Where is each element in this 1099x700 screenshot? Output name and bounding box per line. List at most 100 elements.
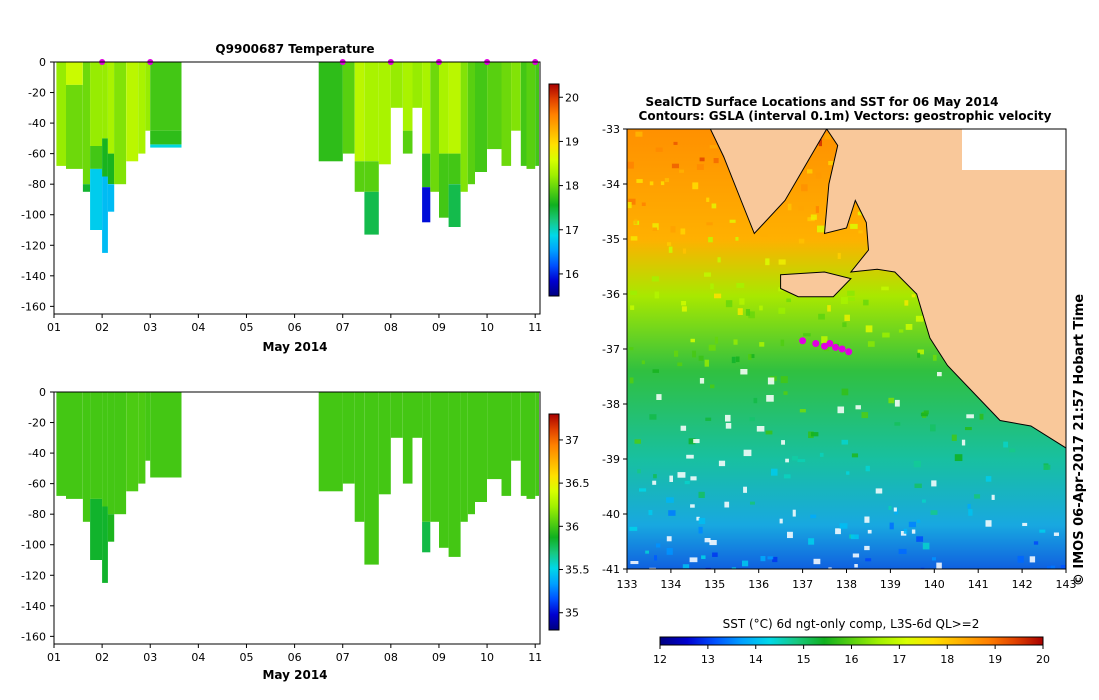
sst-pixel — [867, 341, 875, 347]
x-tick-label: 11 — [528, 321, 542, 334]
profile-cell — [467, 62, 475, 185]
sst-pixel — [699, 157, 705, 162]
x-tick-label: 06 — [288, 321, 302, 334]
sst-pixel — [786, 298, 792, 303]
profile-cell — [535, 62, 539, 166]
map-title-line1: SealCTD Surface Locations and SST for 06… — [645, 95, 998, 109]
sst-pixel — [922, 542, 930, 550]
y-tick-label: -40 — [28, 447, 46, 460]
sst-pixel — [1060, 565, 1066, 569]
x-tick-label: 07 — [336, 321, 350, 334]
sst-pixel — [682, 248, 687, 254]
sst-pixel — [864, 516, 870, 523]
x-tick-label: 03 — [143, 651, 157, 664]
profile-cell — [56, 62, 66, 166]
sst-pixel — [686, 454, 694, 459]
y-tick-label: -140 — [21, 600, 46, 613]
sst-pixel — [664, 178, 670, 183]
salinity-panel: 0 -20 -40 -60 -80 -100 -120 -140 -160 01 02 03 04 05… — [21, 386, 589, 682]
lon-tick-label: 133 — [617, 578, 638, 591]
sst-pixel — [737, 308, 743, 316]
sst-pixel — [756, 426, 765, 432]
sst-pixel — [709, 145, 718, 149]
x-tick-label: 09 — [432, 651, 446, 664]
sst-pixel — [932, 557, 936, 561]
y-tick-label: -20 — [28, 417, 46, 430]
sst-pixel — [811, 432, 819, 437]
profile-cell — [402, 392, 413, 484]
sst-pixel — [745, 309, 751, 316]
sst-pixel — [1053, 532, 1059, 536]
sst-pixel — [743, 486, 748, 493]
sst-pixel — [771, 468, 778, 476]
sst-pixel — [630, 290, 638, 296]
map-land — [627, 129, 1066, 449]
x-tick-label: 02 — [95, 321, 109, 334]
sst-pixel — [985, 476, 992, 482]
sst-pixel — [639, 488, 647, 492]
sst-pixel — [725, 300, 733, 308]
sst-pixel — [704, 538, 711, 543]
sst-pixel — [1017, 555, 1024, 563]
seal-location-marker — [832, 343, 840, 351]
sst-pixel — [888, 397, 895, 404]
sst-pixel — [636, 179, 643, 183]
sst-pixel — [648, 510, 653, 516]
sst-pixel — [808, 431, 814, 439]
sst-pixel — [1046, 565, 1053, 569]
profile-cell — [412, 62, 423, 108]
profile-cell — [342, 62, 355, 154]
colorbar-tick-label: 20 — [1036, 653, 1050, 666]
map-longitude-axis: 133 134 135 136 137 138 139 140 141 142 143 — [617, 569, 1077, 591]
sst-pixel — [698, 491, 705, 498]
profile-cell — [448, 62, 461, 154]
x-tick-label: 07 — [336, 651, 350, 664]
profile-cell — [114, 62, 127, 185]
map-latitude-axis: -33 -34 -35 -36 -37 -38 -39 -40 -41 — [602, 123, 627, 576]
sst-pixel — [748, 311, 755, 319]
y-tick-label: 0 — [39, 386, 46, 399]
sst-pixel — [706, 197, 710, 202]
colorbar-tick-label: 12 — [653, 653, 667, 666]
sst-pixel — [714, 293, 722, 299]
profile-cell — [107, 153, 115, 185]
profile-cell — [422, 521, 431, 553]
profile-cell — [402, 62, 413, 131]
y-tick-label: -20 — [28, 87, 46, 100]
sst-pixel — [629, 526, 638, 531]
y-tick-label: -100 — [21, 539, 46, 552]
sst-pixel — [710, 283, 714, 290]
colorbar-tick-label: 17 — [892, 653, 906, 666]
profile-cell — [520, 392, 527, 496]
sst-pixel — [629, 377, 634, 384]
lon-tick-label: 135 — [704, 578, 725, 591]
profile-cell — [390, 392, 403, 438]
sst-pixel — [904, 300, 909, 306]
sst-pixel — [922, 499, 926, 503]
sst-pixel — [677, 362, 683, 367]
colorbar-tick-label: 14 — [749, 653, 763, 666]
sst-pixel — [630, 561, 639, 565]
profile-cell — [364, 161, 379, 192]
profile-cell — [422, 153, 431, 188]
y-tick-label: -100 — [21, 209, 46, 222]
x-tick-label: 06 — [288, 651, 302, 664]
profile-cell — [150, 130, 182, 145]
sst-pixel — [1050, 565, 1056, 569]
sst-pixel — [684, 480, 690, 485]
temperature-x-label: May 2014 — [262, 340, 327, 354]
sst-pixel — [692, 350, 697, 358]
sst-pixel — [652, 227, 658, 231]
x-tick-label: 04 — [191, 651, 205, 664]
sst-pixel — [1029, 556, 1036, 563]
profile-cell — [102, 506, 108, 583]
sst-pixel — [785, 458, 789, 463]
sst-pixel — [708, 237, 713, 243]
profile-cell — [90, 168, 103, 230]
lon-tick-label: 139 — [880, 578, 901, 591]
sst-pixel — [641, 360, 645, 365]
y-tick-label: -80 — [28, 178, 46, 191]
sst-pixel — [698, 517, 706, 525]
sst-pixel — [654, 555, 658, 561]
sst-pixel — [731, 567, 737, 569]
